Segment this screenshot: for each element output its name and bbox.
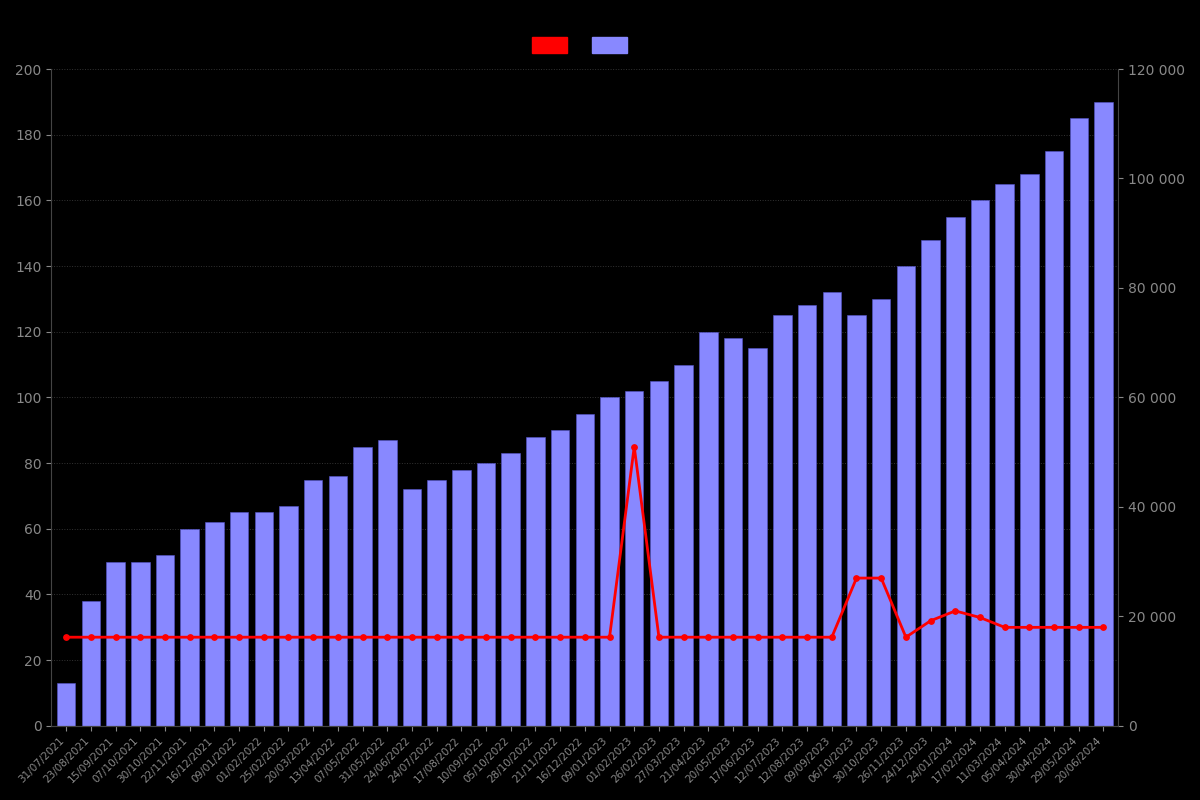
Point — [600, 630, 619, 643]
Point — [724, 630, 743, 643]
Bar — [625, 391, 643, 726]
Bar — [1069, 118, 1088, 726]
Bar — [476, 463, 496, 726]
Bar — [922, 240, 940, 726]
Bar — [724, 338, 743, 726]
Bar — [946, 217, 965, 726]
Point — [971, 611, 990, 624]
Point — [871, 572, 890, 585]
Bar — [996, 184, 1014, 726]
Bar — [674, 365, 692, 726]
Bar — [700, 332, 718, 726]
Point — [180, 630, 199, 643]
Point — [674, 630, 694, 643]
Point — [773, 630, 792, 643]
Bar — [749, 348, 767, 726]
Point — [156, 630, 175, 643]
Point — [748, 630, 767, 643]
Bar — [576, 414, 594, 726]
Bar — [82, 601, 100, 726]
Point — [427, 630, 446, 643]
Bar — [896, 266, 916, 726]
Bar — [427, 479, 446, 726]
Point — [451, 630, 470, 643]
Point — [378, 630, 397, 643]
Bar — [1020, 174, 1039, 726]
Point — [304, 630, 323, 643]
Bar — [773, 315, 792, 726]
Bar — [353, 446, 372, 726]
Bar — [280, 506, 298, 726]
Point — [1069, 621, 1088, 634]
Bar — [329, 476, 347, 726]
Point — [502, 630, 521, 643]
Point — [1044, 621, 1063, 634]
Bar — [205, 522, 223, 726]
Bar — [502, 454, 520, 726]
Point — [131, 630, 150, 643]
Point — [205, 630, 224, 643]
Point — [625, 440, 644, 453]
Legend: , : , — [532, 37, 637, 54]
Point — [229, 630, 248, 643]
Bar — [872, 299, 890, 726]
Point — [1020, 621, 1039, 634]
Bar — [378, 440, 396, 726]
Point — [946, 605, 965, 618]
Bar — [526, 437, 545, 726]
Point — [82, 630, 101, 643]
Bar — [1094, 102, 1112, 726]
Point — [56, 630, 76, 643]
Point — [1094, 621, 1114, 634]
Bar — [847, 315, 865, 726]
Point — [106, 630, 125, 643]
Bar — [180, 529, 199, 726]
Point — [822, 630, 841, 643]
Point — [995, 621, 1014, 634]
Point — [526, 630, 545, 643]
Bar — [131, 562, 150, 726]
Bar — [600, 398, 619, 726]
Bar — [56, 683, 76, 726]
Point — [476, 630, 496, 643]
Point — [551, 630, 570, 643]
Bar — [822, 292, 841, 726]
Point — [920, 614, 940, 627]
Point — [798, 630, 817, 643]
Bar — [403, 490, 421, 726]
Bar — [452, 470, 470, 726]
Bar — [971, 200, 989, 726]
Bar — [649, 381, 668, 726]
Point — [402, 630, 421, 643]
Point — [649, 630, 668, 643]
Point — [896, 630, 916, 643]
Point — [329, 630, 348, 643]
Point — [698, 630, 718, 643]
Bar — [304, 479, 323, 726]
Bar — [107, 562, 125, 726]
Point — [353, 630, 372, 643]
Bar — [551, 430, 570, 726]
Point — [847, 572, 866, 585]
Point — [278, 630, 298, 643]
Bar — [156, 555, 174, 726]
Bar — [254, 512, 274, 726]
Point — [254, 630, 274, 643]
Bar — [230, 512, 248, 726]
Bar — [798, 306, 816, 726]
Bar — [1045, 151, 1063, 726]
Point — [575, 630, 594, 643]
